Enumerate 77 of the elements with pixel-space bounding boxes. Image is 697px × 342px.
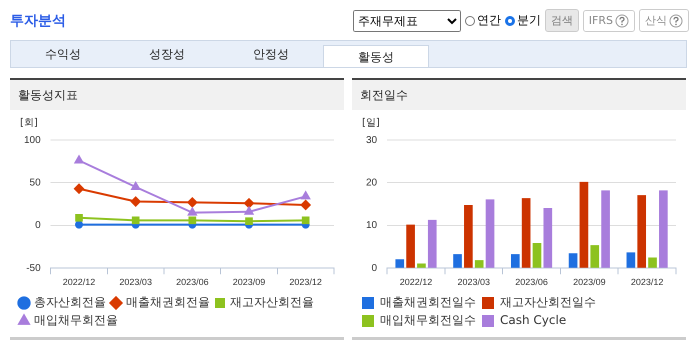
text: 분기	[516, 12, 541, 29]
x-tick-label: 2023/09	[573, 277, 606, 288]
bar	[406, 224, 415, 268]
bar	[464, 204, 473, 268]
x-tick-label: 2023/09	[232, 277, 266, 288]
bar	[532, 242, 542, 268]
point	[131, 182, 140, 190]
bar	[395, 259, 404, 268]
legend-label: 재고자산회전율	[230, 295, 314, 310]
y-tick-label: 100	[24, 134, 42, 146]
point	[75, 220, 84, 229]
bar	[428, 220, 437, 268]
chart-title: 회전일수	[352, 80, 686, 110]
legend-label: 매출채권회전일수	[380, 295, 476, 310]
point	[301, 191, 310, 200]
point	[132, 216, 140, 224]
x-tick-label: 2023/03	[119, 277, 152, 288]
point	[75, 214, 83, 222]
bar	[474, 260, 484, 268]
bar	[601, 190, 610, 268]
x-tick-label: 2022/12	[400, 277, 432, 288]
chart-title: 활동성지표	[10, 80, 344, 110]
text: 수익성	[44, 46, 82, 63]
x-tick-label: 2022/12	[62, 277, 96, 288]
point	[130, 196, 141, 207]
x-tick-label: 2023/06	[515, 277, 548, 288]
bar	[568, 253, 578, 268]
x-tick-label: 2023/12	[630, 277, 664, 288]
bar	[453, 254, 462, 268]
point	[244, 198, 254, 208]
text: 투자분석	[10, 12, 66, 30]
y-tick-label: 30	[366, 134, 378, 146]
bar	[637, 195, 646, 268]
text: 활동성	[323, 45, 429, 67]
point	[300, 200, 311, 210]
text: 안정성	[252, 46, 290, 63]
y-axis-title: [일]	[362, 118, 380, 129]
point	[74, 184, 84, 194]
y-tick-label: 20	[366, 177, 378, 188]
legend-label: 매입채무회전일수	[380, 313, 476, 328]
y-tick-label: 0	[35, 220, 42, 232]
y-tick-label: 50	[30, 177, 42, 188]
bar	[417, 264, 426, 268]
bar	[522, 198, 530, 268]
y-axis-title: [회]	[20, 118, 38, 129]
bar	[486, 199, 494, 268]
bar	[648, 258, 657, 268]
legend-label: 매출채권회전율	[126, 295, 210, 310]
point	[187, 197, 198, 208]
point	[188, 216, 196, 224]
bar	[590, 245, 600, 268]
point	[74, 156, 84, 164]
bar	[659, 190, 668, 268]
bar	[626, 252, 636, 268]
x-tick-label: 2023/03	[458, 277, 490, 288]
text: 검색	[550, 13, 573, 28]
legend-label: Cash Cycle	[500, 313, 566, 328]
text: 성장성	[148, 46, 186, 63]
bar	[510, 254, 520, 268]
bar	[543, 208, 552, 268]
point	[244, 206, 254, 215]
text: IFRS	[588, 14, 613, 27]
statement-select: 주재무제표	[352, 10, 461, 32]
y-tick-label: -50	[26, 262, 42, 274]
x-tick-label: 2023/06	[176, 277, 209, 288]
legend-label: 총자산회전율	[34, 295, 106, 310]
point	[302, 216, 310, 224]
text: 산식	[645, 13, 667, 28]
point	[245, 217, 253, 226]
point	[188, 208, 197, 216]
legend-label: 매입채무회전율	[34, 313, 118, 328]
text: 연간	[476, 12, 501, 29]
y-tick-label: 10	[366, 220, 378, 232]
x-tick-label: 2023/12	[289, 277, 322, 288]
bar	[580, 182, 588, 268]
y-tick-label: 0	[372, 262, 378, 274]
legend-label: 재고자산회전일수	[500, 295, 596, 310]
